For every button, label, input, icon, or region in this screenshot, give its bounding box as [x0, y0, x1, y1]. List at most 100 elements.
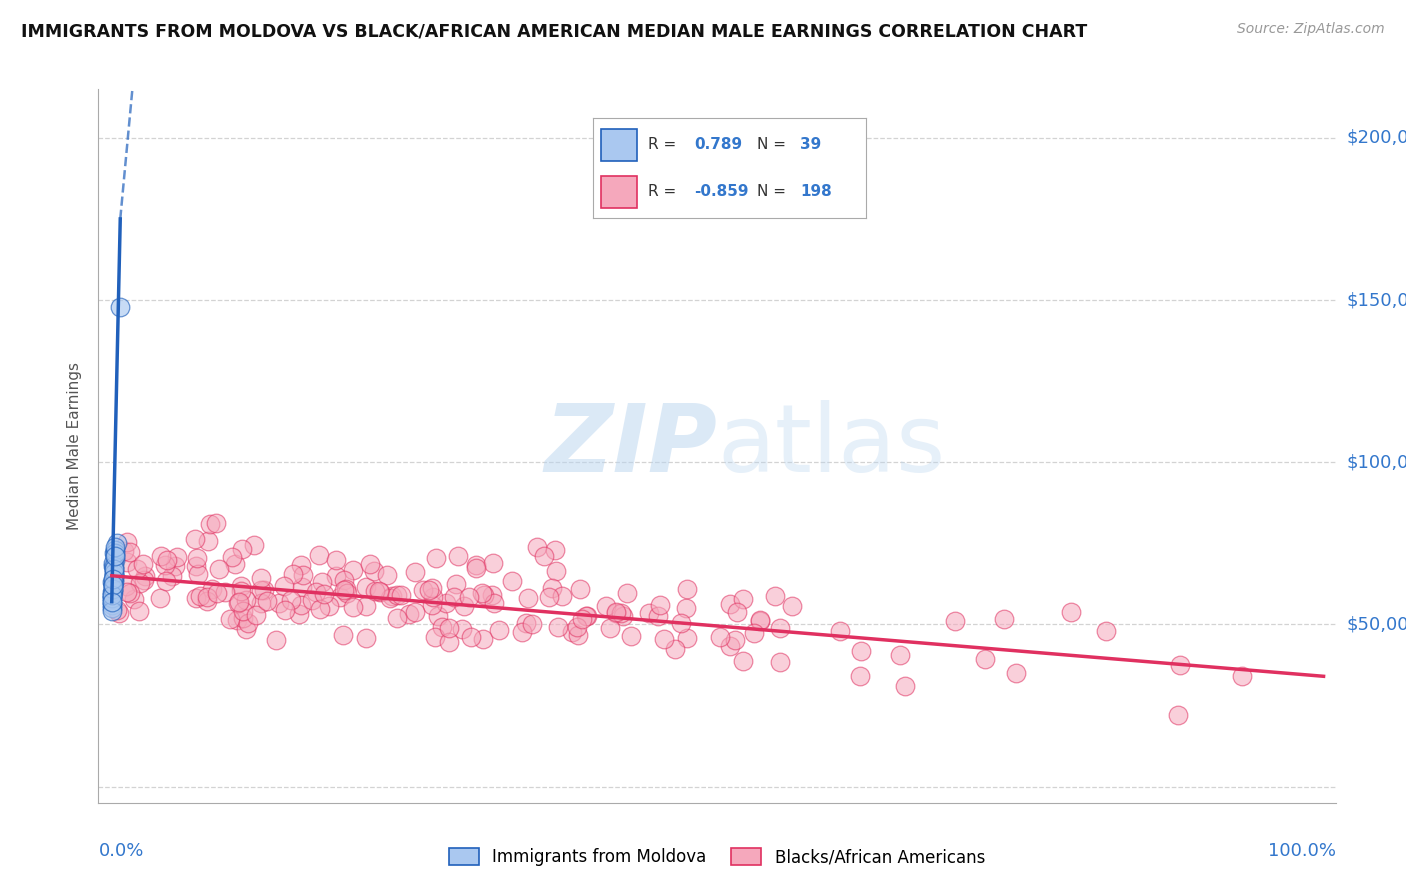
- Point: [103, 566, 125, 580]
- Point: [104, 552, 127, 566]
- Y-axis label: Median Male Earnings: Median Male Earnings: [67, 362, 83, 530]
- Point: [156, 553, 179, 567]
- Text: $50,000: $50,000: [1347, 615, 1406, 633]
- Point: [724, 633, 747, 648]
- Point: [380, 589, 402, 603]
- Point: [292, 568, 315, 582]
- Point: [1232, 668, 1254, 682]
- Point: [367, 584, 389, 599]
- Point: [333, 573, 356, 587]
- Point: [100, 604, 122, 618]
- Point: [515, 615, 537, 630]
- Point: [103, 559, 125, 574]
- Point: [620, 629, 643, 643]
- Point: [391, 588, 413, 602]
- Point: [420, 598, 443, 612]
- Point: [149, 591, 172, 606]
- Point: [108, 607, 131, 621]
- Point: [610, 607, 633, 621]
- Point: [380, 591, 402, 606]
- Point: [398, 607, 420, 622]
- Point: [115, 585, 138, 599]
- Point: [226, 596, 249, 610]
- Point: [273, 579, 295, 593]
- Point: [163, 559, 186, 574]
- Point: [437, 635, 460, 649]
- Point: [100, 588, 122, 602]
- Point: [336, 586, 359, 600]
- Point: [197, 533, 219, 548]
- Point: [612, 608, 634, 623]
- Point: [488, 624, 510, 638]
- Point: [412, 583, 434, 598]
- Point: [385, 588, 408, 602]
- Point: [101, 578, 124, 592]
- Point: [828, 624, 851, 638]
- Point: [638, 606, 661, 620]
- Point: [105, 536, 128, 550]
- Point: [342, 563, 364, 577]
- Point: [375, 568, 398, 582]
- Point: [544, 543, 567, 558]
- Text: Source: ZipAtlas.com: Source: ZipAtlas.com: [1237, 22, 1385, 37]
- Point: [118, 585, 141, 599]
- Point: [112, 544, 135, 558]
- Point: [229, 579, 252, 593]
- Point: [100, 585, 122, 599]
- Point: [283, 567, 305, 582]
- Point: [460, 630, 482, 644]
- Point: [359, 557, 381, 571]
- Text: 0.789: 0.789: [695, 137, 742, 153]
- Point: [650, 598, 672, 612]
- Point: [100, 575, 122, 590]
- Point: [354, 632, 377, 646]
- Point: [101, 575, 124, 590]
- Point: [568, 582, 591, 596]
- Point: [993, 612, 1015, 626]
- Point: [101, 578, 124, 592]
- Point: [195, 594, 218, 608]
- Point: [943, 614, 966, 628]
- Point: [325, 553, 347, 567]
- Point: [676, 582, 699, 597]
- Point: [1060, 605, 1083, 619]
- Point: [201, 582, 224, 596]
- Point: [103, 568, 125, 582]
- Point: [481, 588, 503, 602]
- Text: 39: 39: [800, 137, 821, 153]
- Point: [427, 609, 450, 624]
- Point: [547, 620, 569, 634]
- Text: 100.0%: 100.0%: [1268, 842, 1336, 860]
- Point: [250, 571, 273, 585]
- Point: [718, 639, 741, 653]
- Point: [100, 591, 122, 606]
- Point: [184, 532, 207, 546]
- Text: $200,000: $200,000: [1347, 128, 1406, 147]
- Point: [748, 614, 770, 628]
- Point: [290, 599, 312, 613]
- Point: [280, 593, 302, 607]
- Point: [605, 607, 627, 621]
- Point: [132, 574, 155, 588]
- Point: [1004, 665, 1026, 680]
- Point: [128, 604, 150, 618]
- Text: N =: N =: [756, 184, 786, 199]
- Point: [599, 621, 621, 635]
- Point: [250, 597, 273, 611]
- Point: [780, 599, 803, 614]
- Point: [242, 538, 264, 552]
- Point: [676, 632, 699, 646]
- Point: [517, 591, 540, 606]
- Point: [231, 541, 253, 556]
- Point: [308, 601, 330, 615]
- Point: [368, 585, 391, 599]
- Point: [308, 548, 330, 562]
- Point: [1168, 658, 1191, 673]
- Point: [404, 605, 426, 619]
- Point: [526, 540, 548, 554]
- Point: [458, 591, 481, 605]
- Point: [104, 540, 127, 554]
- Point: [104, 542, 127, 557]
- Point: [219, 611, 242, 625]
- Point: [567, 628, 589, 642]
